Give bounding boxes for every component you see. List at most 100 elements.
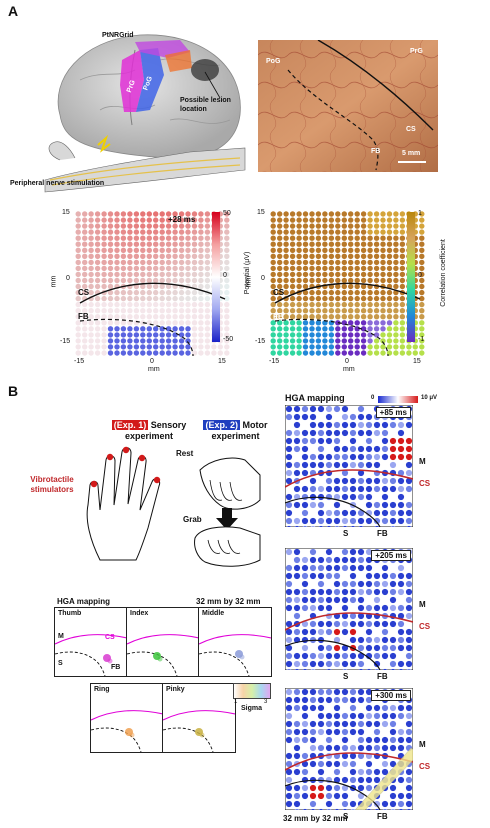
pot-electrode (82, 308, 88, 314)
pot-electrode (198, 350, 204, 356)
pot-electrode (127, 326, 133, 332)
exp2-title: Motor (242, 420, 268, 430)
cor-electrode (289, 320, 296, 326)
cor-electrode (283, 314, 289, 320)
pot-electrode (146, 350, 152, 356)
cor-electrode (380, 247, 386, 253)
cor-electrode (419, 320, 425, 326)
pot-electrode (82, 289, 88, 296)
pot-electrode (185, 314, 191, 320)
pot-electrode (133, 235, 140, 241)
cor-electrode (328, 253, 335, 259)
cor-electrode (328, 235, 335, 241)
pot-electrode (133, 277, 140, 284)
pot-electrode (204, 253, 211, 259)
pot-electrode (127, 223, 133, 229)
cor-electrode (419, 223, 425, 229)
cor-electrode (367, 277, 373, 284)
pot-electrode (204, 265, 211, 272)
cor-electrode (335, 289, 341, 296)
cor-electrode (277, 301, 283, 308)
pot-electrode (204, 301, 211, 308)
cor-electrode (309, 338, 315, 344)
cor-electrode (399, 247, 406, 253)
cor-electrode (373, 247, 380, 253)
pot-electrode (178, 344, 185, 350)
pot-xlabel: mm (148, 366, 160, 373)
cor-electrode (283, 271, 289, 278)
cor-electrode (296, 344, 302, 350)
cor-electrode (322, 235, 328, 241)
cor-electrode (309, 211, 315, 217)
cor-electrode (373, 320, 380, 326)
pot-electrode (140, 308, 146, 314)
pot-electrode (75, 289, 81, 296)
pot-electrode (75, 223, 81, 229)
cor-electrode (360, 211, 367, 217)
cor-electrode (386, 289, 393, 296)
pot-electrode (159, 283, 165, 290)
cor-electrode (393, 326, 399, 332)
pot-electrode (165, 223, 172, 229)
cor-electrode (309, 295, 315, 302)
pot-electrode (204, 259, 211, 266)
cor-electrode (302, 338, 309, 344)
pot-electrode (88, 314, 94, 320)
cor-electrode (380, 314, 386, 320)
cor-electrode (289, 247, 296, 253)
cor-electrode (380, 301, 386, 308)
pot-electrode (165, 308, 172, 314)
pot-electrode (185, 259, 191, 266)
pot-electrode (198, 253, 204, 259)
cor-electrode (360, 314, 367, 320)
pot-electrode (224, 283, 230, 290)
cor-electrode (367, 326, 373, 332)
pot-electrode (114, 350, 120, 356)
grab-label: Grab (183, 515, 202, 524)
cor-ylabel: mm (245, 275, 253, 288)
pot-electrode (172, 314, 178, 320)
cor-electrode (354, 247, 360, 253)
pot-electrode (185, 229, 191, 235)
finger-label-0: Thumb (58, 610, 82, 617)
cor-electrode (270, 265, 276, 272)
vibro-line-1: Vibrotactile (30, 475, 74, 484)
cor-electrode (367, 265, 373, 272)
cor-electrode (328, 259, 335, 266)
pot-electrode (101, 271, 107, 278)
pot-electrode (107, 295, 114, 302)
pot-electrode (88, 320, 94, 326)
cor-electrode (296, 253, 302, 259)
pot-electrode (82, 265, 88, 272)
pot-electrode (133, 241, 140, 247)
pot-electrode (94, 253, 101, 259)
pot-electrode (114, 338, 120, 344)
pot-electrode (191, 241, 198, 247)
hga-m-label-1: M (419, 600, 426, 609)
cor-electrode (296, 223, 302, 229)
pot-electrode (82, 223, 88, 229)
cor-electrode (348, 308, 354, 314)
pot-electrode (146, 326, 152, 332)
pot-electrode (101, 235, 107, 241)
cor-electrode (309, 247, 315, 253)
cor-cbar-tick-2: -1 (418, 336, 425, 343)
cor-electrode (386, 211, 393, 217)
cor-electrode (315, 241, 322, 247)
cor-electrode (419, 211, 425, 217)
cor-electrode (309, 320, 315, 326)
cor-electrode (399, 223, 406, 229)
cor-electrode (277, 320, 283, 326)
pot-electrode (75, 308, 81, 314)
pot-ytick-2: -15 (60, 338, 71, 345)
pot-electrode (224, 301, 230, 308)
cor-electrode (335, 301, 341, 308)
pot-electrode (146, 235, 152, 241)
cor-electrode (367, 253, 373, 259)
cor-electrode (380, 217, 386, 223)
cor-electrode (296, 314, 302, 320)
hga-right-title: HGA mapping (285, 393, 345, 403)
cor-electrode (386, 217, 393, 223)
photo-fb: FB (371, 148, 381, 155)
cor-electrode (354, 289, 360, 296)
